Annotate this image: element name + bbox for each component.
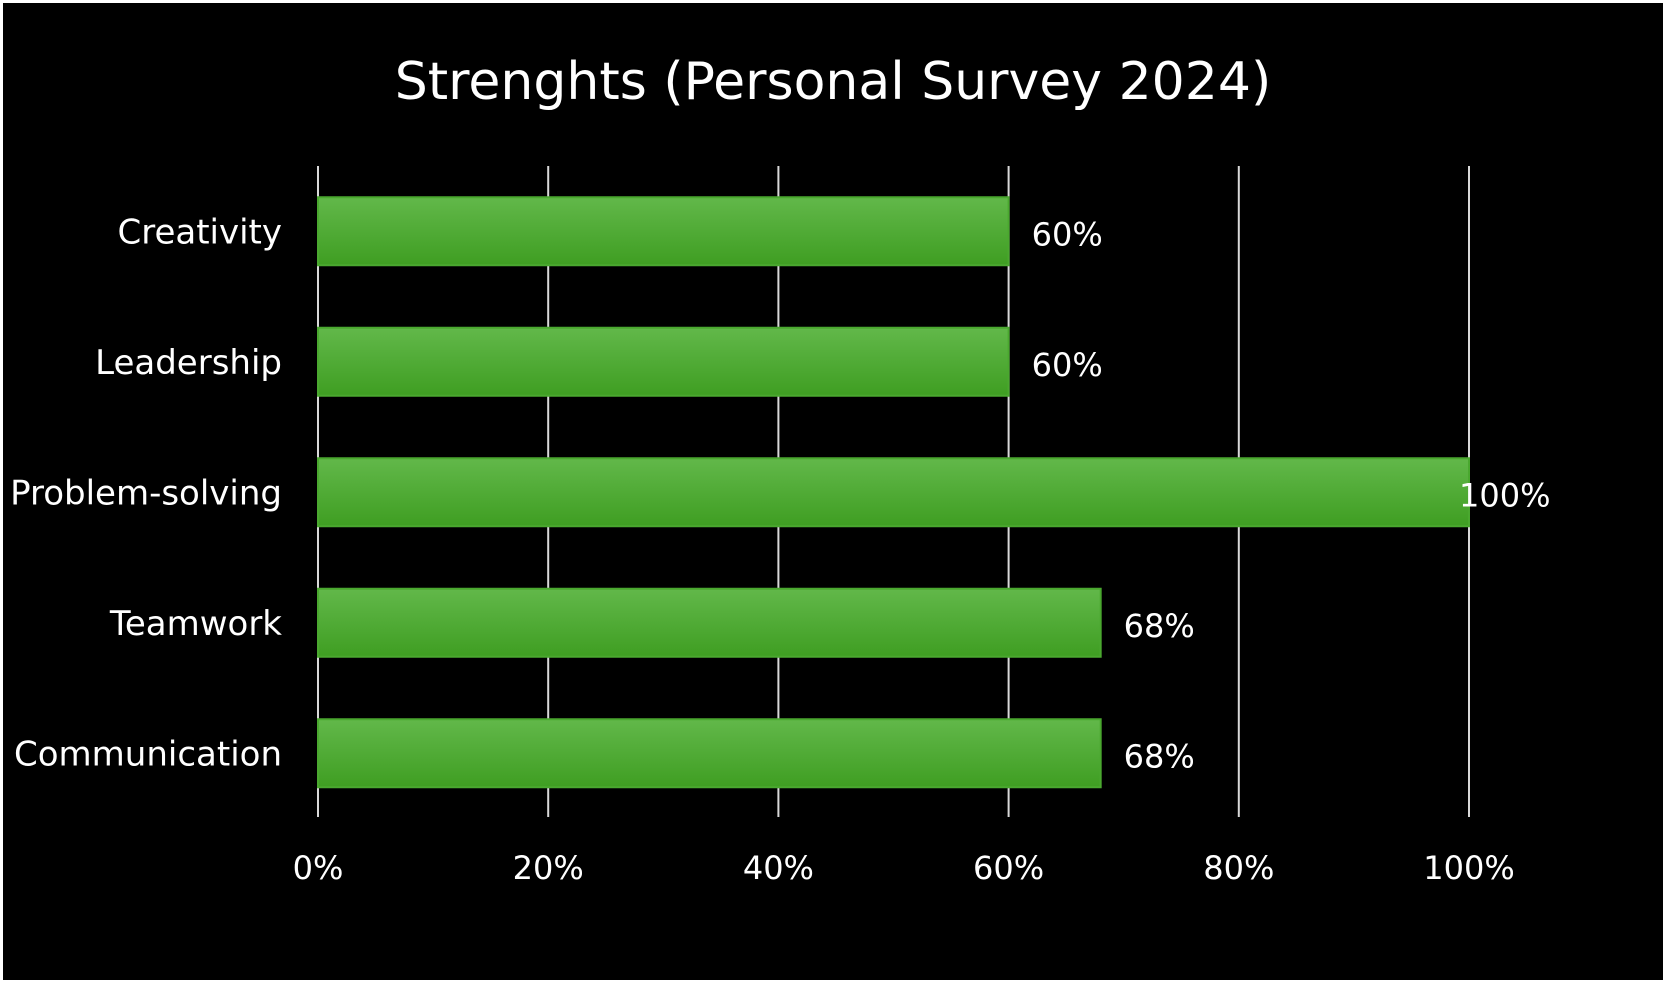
- x-tick-label: 20%: [513, 849, 584, 887]
- x-tick-label: 60%: [973, 849, 1044, 887]
- x-tick-label: 0%: [293, 849, 344, 887]
- category-label: Problem-solving: [10, 473, 282, 513]
- data-label: 68%: [1124, 607, 1195, 645]
- category-label: Leadership: [95, 343, 282, 383]
- chart-panel: Strenghts (Personal Survey 2024) Creativ…: [3, 3, 1663, 980]
- chart-title: Strenghts (Personal Survey 2024): [395, 52, 1271, 112]
- bar: [317, 718, 1102, 789]
- x-axis-tick-labels: 0% 20% 40% 60% 80% 100%: [293, 849, 1515, 887]
- bar: [317, 587, 1102, 658]
- data-label: 60%: [1032, 215, 1103, 253]
- category-label: Communication: [14, 734, 282, 774]
- category-label: Teamwork: [109, 604, 282, 644]
- bar: [317, 457, 1470, 528]
- bar: [317, 196, 1010, 267]
- bar-chart: Strenghts (Personal Survey 2024) Creativ…: [10, 52, 1551, 887]
- x-tick-label: 100%: [1423, 849, 1514, 887]
- category-label: Creativity: [117, 212, 282, 252]
- bar: [317, 326, 1010, 397]
- bars: [317, 196, 1470, 789]
- data-label: 60%: [1032, 346, 1103, 384]
- data-label: 100%: [1459, 476, 1550, 514]
- x-tick-label: 80%: [1203, 849, 1274, 887]
- value-labels: 60% 60% 100% 68% 68%: [1032, 215, 1551, 775]
- data-label: 68%: [1124, 737, 1195, 775]
- category-labels: Creativity Leadership Problem-solving Teamw…: [10, 212, 282, 774]
- x-tick-label: 40%: [743, 849, 814, 887]
